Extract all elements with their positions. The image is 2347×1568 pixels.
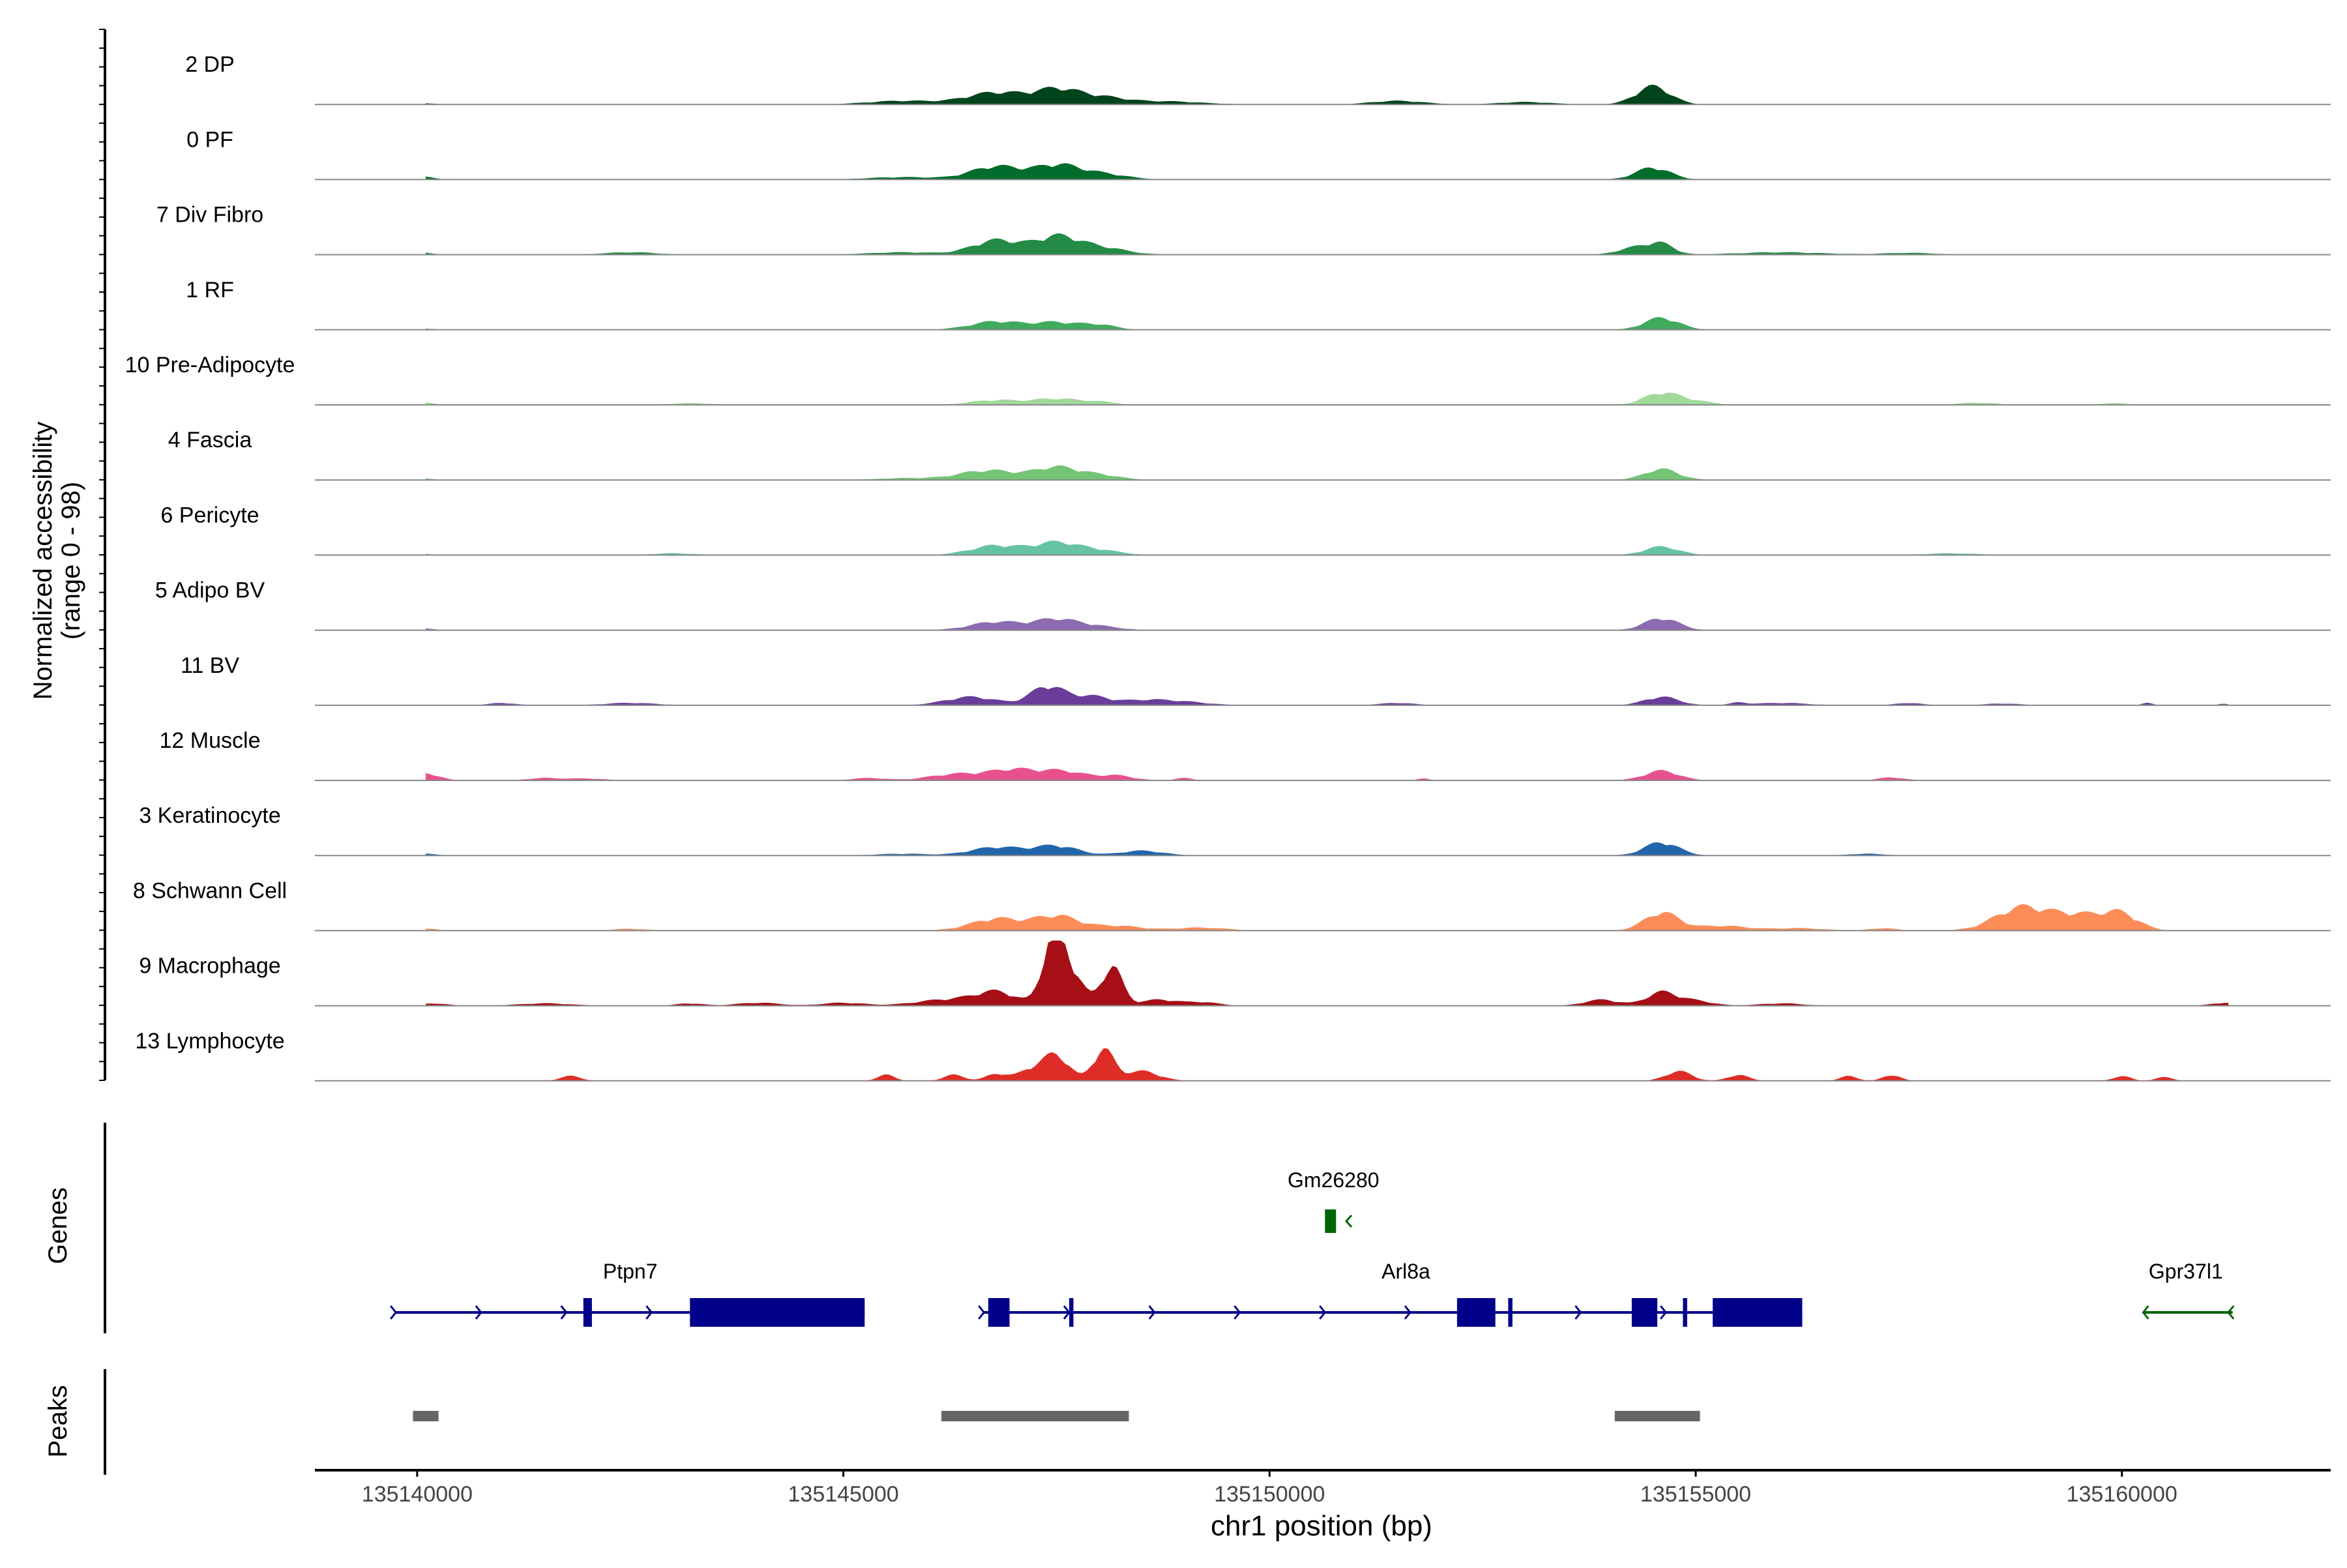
gene-exon xyxy=(1069,1298,1074,1327)
gene-label: Arl8a xyxy=(1381,1260,1430,1283)
gene-ptpn7: Ptpn7 xyxy=(390,1260,865,1327)
x-tick-label: 135160000 xyxy=(2067,1482,2177,1507)
strand-arrow xyxy=(560,1305,568,1320)
strand-arrow xyxy=(978,1305,986,1320)
track-5-adipo-bv: 5 Adipo BV xyxy=(155,578,2331,631)
coverage-area xyxy=(426,233,2229,255)
track-label: 1 RF xyxy=(186,278,234,303)
track-label: 13 Lymphocyte xyxy=(135,1029,284,1054)
track-label: 6 Pericyte xyxy=(160,503,259,527)
track-label: 0 PF xyxy=(186,127,233,152)
coverage-area xyxy=(426,84,2229,105)
peak-region xyxy=(413,1411,439,1421)
gene-exon xyxy=(690,1298,865,1327)
gene-exon xyxy=(1456,1298,1496,1327)
x-tick-label: 135150000 xyxy=(1214,1482,1325,1507)
track-label: 12 Muscle xyxy=(160,728,261,753)
coverage-area xyxy=(426,465,2229,481)
coverage-area xyxy=(426,842,2229,856)
strand-arrow xyxy=(1344,1215,1353,1228)
gene-gm26280: Gm26280 xyxy=(1288,1168,1380,1233)
strand-arrow xyxy=(2227,1305,2235,1320)
peak-track xyxy=(413,1411,1700,1421)
gene-exon xyxy=(1508,1298,1513,1327)
coverage-area xyxy=(426,392,2229,405)
gene-exon xyxy=(1683,1298,1687,1327)
track-label: 8 Schwann Cell xyxy=(133,878,287,903)
coverage-tracks: 2 DP 0 PF 7 Div Fibro 1 RF 10 Pre-Adipocyte 4… xyxy=(125,52,2331,1082)
coverage-area xyxy=(426,767,2229,780)
y-axis-label-line2: (range 0 - 98) xyxy=(57,482,85,640)
track-11-bv: 11 BV xyxy=(181,653,2331,706)
gene-exon xyxy=(1713,1298,1803,1327)
coverage-area xyxy=(426,618,2229,630)
genes-panel-label: Genes xyxy=(44,1187,72,1264)
track-8-schwann-cell: 8 Schwann Cell xyxy=(133,878,2331,932)
peak-region xyxy=(941,1411,1129,1421)
peaks-panel-label: Peaks xyxy=(44,1385,72,1457)
gene-track: Gm26280 Ptpn7 Arl8a Gpr37l1 xyxy=(390,1168,2235,1327)
panel-axes xyxy=(99,29,106,1475)
strand-arrow xyxy=(2142,1305,2149,1320)
track-label: 3 Keratinocyte xyxy=(139,803,280,828)
x-tick-label: 135145000 xyxy=(788,1482,899,1507)
track-label: 10 Pre-Adipocyte xyxy=(125,353,295,377)
peak-region xyxy=(1614,1411,1700,1421)
x-axis: 135140000 135145000 135150000 135155000 1351… xyxy=(315,1469,2331,1507)
track-12-muscle: 12 Muscle xyxy=(160,728,2331,781)
strand-arrow xyxy=(1148,1305,1156,1320)
track-1-rf: 1 RF xyxy=(186,278,2331,331)
track-6-pericyte: 6 Pericyte xyxy=(160,503,2331,556)
strand-arrow xyxy=(645,1305,653,1320)
x-tick-label: 135140000 xyxy=(362,1482,473,1507)
gene-exon xyxy=(583,1298,592,1327)
coverage-area xyxy=(426,163,2229,180)
strand-arrow xyxy=(390,1305,398,1320)
y-axis-label-line1: Normalized accessibility xyxy=(29,422,57,700)
track-label: 9 Macrophage xyxy=(139,954,280,979)
gene-exon xyxy=(1631,1298,1658,1327)
track-9-macrophage: 9 Macrophage xyxy=(139,940,2331,1007)
coverage-area xyxy=(426,540,2229,555)
strand-arrow xyxy=(475,1305,482,1320)
strand-arrow xyxy=(1404,1305,1411,1320)
gene-label: Ptpn7 xyxy=(603,1260,658,1283)
coverage-area xyxy=(426,317,2229,330)
track-0-pf: 0 PF xyxy=(186,127,2331,181)
track-label: 2 DP xyxy=(185,52,235,77)
track-label: 4 Fascia xyxy=(168,428,252,452)
track-10-pre-adipocyte: 10 Pre-Adipocyte xyxy=(125,353,2331,406)
track-3-keratinocyte: 3 Keratinocyte xyxy=(139,803,2331,857)
track-13-lymphocyte: 13 Lymphocyte xyxy=(135,1029,2331,1082)
x-tick-label: 135155000 xyxy=(1640,1482,1751,1507)
gene-gpr37l1: Gpr37l1 xyxy=(2142,1260,2235,1320)
strand-arrow xyxy=(1574,1305,1582,1320)
coverage-area xyxy=(426,1048,2229,1081)
track-label: 7 Div Fibro xyxy=(156,203,263,228)
gene-exon xyxy=(1325,1209,1336,1233)
coverage-area xyxy=(426,940,2229,1006)
strand-arrow xyxy=(1660,1305,1668,1320)
strand-arrow xyxy=(1233,1305,1241,1320)
track-label: 5 Adipo BV xyxy=(155,578,265,603)
track-label: 11 BV xyxy=(181,653,239,678)
coverage-area xyxy=(426,687,2229,705)
coverage-area xyxy=(426,904,2229,931)
x-axis-title: chr1 position (bp) xyxy=(1211,1510,1432,1542)
gene-label: Gpr37l1 xyxy=(2149,1260,2223,1283)
strand-arrow xyxy=(1319,1305,1327,1320)
track-7-div-fibro: 7 Div Fibro xyxy=(156,203,2331,256)
gene-arl8a: Arl8a xyxy=(978,1260,1803,1327)
gene-label: Gm26280 xyxy=(1288,1168,1380,1192)
gene-exon xyxy=(988,1298,1010,1327)
track-4-fascia: 4 Fascia xyxy=(168,428,2331,481)
track-2-dp: 2 DP xyxy=(185,52,2331,106)
